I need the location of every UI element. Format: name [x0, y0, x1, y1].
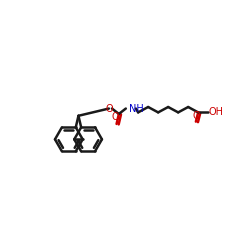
Text: O: O — [112, 112, 120, 122]
Text: O: O — [105, 104, 113, 114]
Text: OH: OH — [209, 108, 224, 118]
Text: NH: NH — [129, 104, 144, 114]
Text: O: O — [193, 111, 200, 121]
